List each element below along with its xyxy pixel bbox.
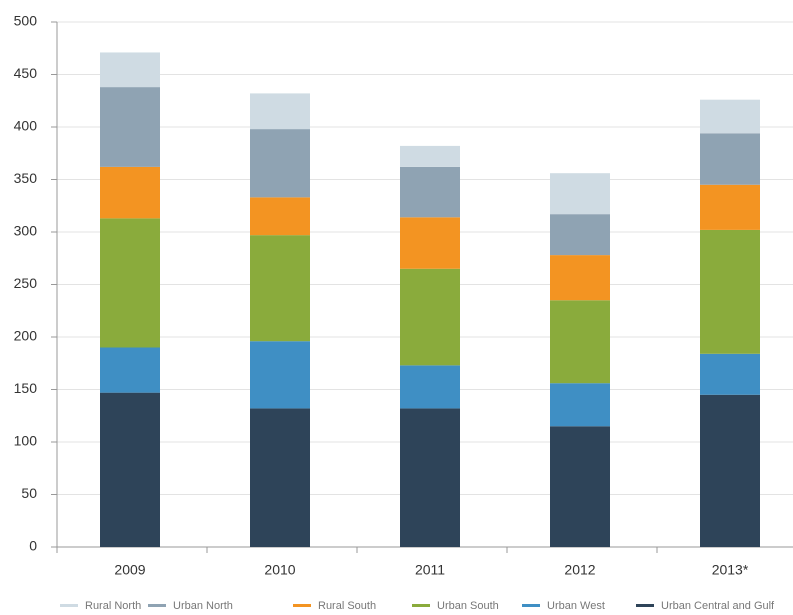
bar-segment: [250, 235, 310, 342]
y-tick-label: 350: [14, 170, 38, 186]
x-tick-label: 2013*: [712, 562, 749, 578]
y-tick-label: 450: [14, 65, 38, 81]
bar-segment: [400, 365, 460, 409]
bar-segment: [700, 229, 760, 354]
bar-segment: [100, 347, 160, 393]
bar-segment: [100, 87, 160, 167]
bar-segment: [100, 218, 160, 348]
legend-label: Rural North: [85, 600, 141, 612]
bar-segment: [550, 300, 610, 384]
bar-segment: [550, 255, 610, 301]
y-tick-label: 250: [14, 275, 38, 291]
bar-segment: [550, 173, 610, 215]
bar-segment: [550, 383, 610, 427]
y-tick-label: 150: [14, 380, 38, 396]
legend-swatch: [148, 604, 166, 607]
y-tick-label: 400: [14, 118, 38, 134]
bar-segment: [700, 184, 760, 230]
bar-segment: [400, 166, 460, 218]
y-tick-label: 200: [14, 328, 38, 344]
x-tick-label: 2010: [264, 562, 295, 578]
bar-segment: [250, 341, 310, 409]
legend-swatch: [522, 604, 540, 607]
legend-swatch: [412, 604, 430, 607]
legend-label: Urban West: [547, 600, 605, 612]
bar-segment: [700, 133, 760, 185]
bar-segment: [250, 129, 310, 198]
bar-segment: [250, 197, 310, 236]
bar-segment: [400, 145, 460, 167]
bar-segment: [700, 99, 760, 134]
legend-swatch: [293, 604, 311, 607]
bar-segment: [400, 217, 460, 269]
bar-segment: [400, 408, 460, 547]
x-tick-label: 2009: [114, 562, 145, 578]
bar-segment: [550, 426, 610, 547]
legend-swatch: [60, 604, 78, 607]
bar-segment: [100, 166, 160, 219]
legend-label: Urban Central and Gulf: [661, 600, 775, 612]
bar-segment: [100, 392, 160, 547]
bar-segment: [400, 268, 460, 366]
bar-segment: [700, 353, 760, 395]
y-tick-label: 500: [14, 13, 38, 29]
y-tick-label: 300: [14, 223, 38, 239]
legend-label: Urban North: [173, 600, 233, 612]
bar-segment: [250, 93, 310, 130]
legend-label: Urban South: [437, 600, 499, 612]
y-tick-label: 50: [21, 485, 37, 501]
bar-segment: [100, 52, 160, 88]
x-tick-label: 2011: [415, 562, 445, 578]
bar-segment: [700, 394, 760, 547]
y-tick-label: 0: [29, 538, 37, 554]
legend-swatch: [636, 604, 654, 607]
bar-segment: [250, 408, 310, 547]
x-tick-label: 2012: [564, 562, 595, 578]
bar-segment: [550, 214, 610, 256]
legend-label: Rural South: [318, 600, 376, 612]
y-tick-label: 100: [14, 433, 38, 449]
